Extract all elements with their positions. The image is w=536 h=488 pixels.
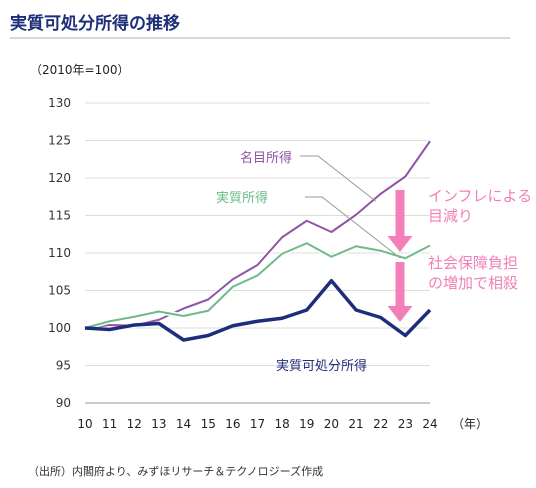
series-label-leader xyxy=(305,196,401,259)
series-line-halo xyxy=(84,139,433,331)
series-line xyxy=(84,140,431,329)
y-tick-labels: 90 95 100 105 110 115 120 125 130 xyxy=(48,96,71,410)
x-tick-label: 11 xyxy=(102,417,117,431)
x-tick-label: 24 xyxy=(422,417,437,431)
x-tick-label: 10 xyxy=(77,417,92,431)
x-tick-label: 19 xyxy=(299,417,314,431)
x-tick-labels: 10 11 12 13 14 15 16 17 18 19 20 21 22 23 24 xyxy=(77,417,437,431)
annotation-text: 社会保障負担 xyxy=(428,254,518,272)
y-tick-label: 120 xyxy=(48,171,71,185)
y-tick-label: 115 xyxy=(48,209,71,223)
series-label: 実質所得 xyxy=(216,190,268,206)
annotation-arrow xyxy=(387,262,413,322)
x-tick-label: 20 xyxy=(324,417,339,431)
x-tick-label: 13 xyxy=(151,417,166,431)
x-tick-label: 22 xyxy=(373,417,388,431)
y-tick-label: 90 xyxy=(56,396,71,410)
x-tick-label: 23 xyxy=(398,417,413,431)
y-tick-label: 100 xyxy=(48,321,71,335)
x-unit-label: （年） xyxy=(452,417,488,431)
series-layer xyxy=(84,139,433,342)
annotation-text: 目減り xyxy=(428,207,473,225)
series-line xyxy=(84,279,432,342)
annotation-arrows xyxy=(387,190,413,322)
series-line xyxy=(84,242,431,329)
x-tick-label: 16 xyxy=(225,417,240,431)
y-tick-label: 95 xyxy=(56,359,71,373)
grid-layer xyxy=(85,102,430,404)
x-tick-label: 18 xyxy=(275,417,290,431)
x-tick-label: 15 xyxy=(201,417,216,431)
annotation-text: インフレによる xyxy=(428,187,532,205)
source-note: （出所）内閣府より、みずほリサーチ＆テクノロジーズ作成 xyxy=(28,464,323,478)
x-tick-label: 17 xyxy=(250,417,265,431)
chart-title: 実質可処分所得の推移 xyxy=(10,13,180,34)
y-tick-label: 110 xyxy=(48,246,71,260)
x-tick-label: 21 xyxy=(348,417,363,431)
unit-label: （2010年=100） xyxy=(30,63,130,77)
y-tick-label: 105 xyxy=(48,284,71,298)
series-label: 名目所得 xyxy=(240,150,292,166)
series-label-leader xyxy=(300,155,377,202)
series-label: 実質可処分所得 xyxy=(276,358,367,374)
y-tick-label: 125 xyxy=(48,134,71,148)
x-tick-label: 14 xyxy=(176,417,191,431)
annotation-arrow xyxy=(387,190,413,252)
annotation-text: の増加で相殺 xyxy=(428,274,518,292)
y-tick-label: 130 xyxy=(48,96,71,110)
x-tick-label: 12 xyxy=(127,417,142,431)
